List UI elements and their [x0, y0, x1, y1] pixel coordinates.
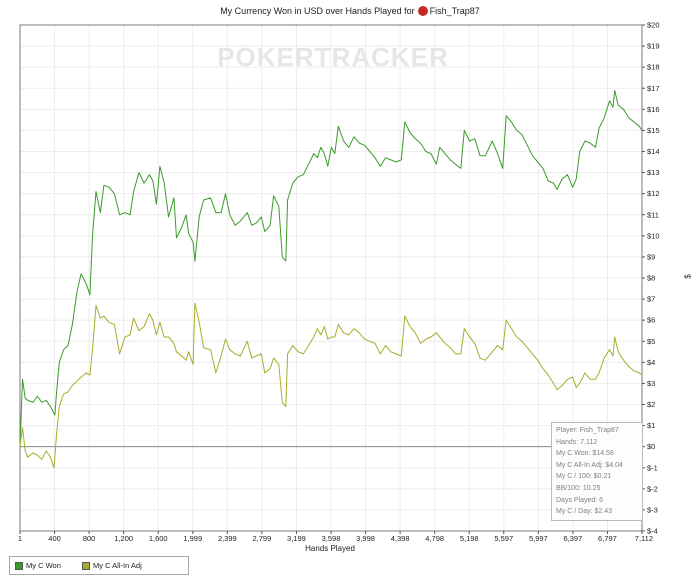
- y-tick-label: $18: [647, 63, 660, 72]
- legend: My C Won My C All-In Adj: [9, 556, 189, 575]
- chart-title: My Currency Won in USD over Hands Played…: [0, 6, 700, 16]
- y-tick-label: $-4: [647, 527, 658, 536]
- y-tick-label: $19: [647, 42, 660, 51]
- y-tick-label: $15: [647, 126, 660, 135]
- y-tick-label: $1: [647, 421, 655, 430]
- chart-title-prefix: My Currency Won in USD over Hands Played…: [220, 6, 415, 16]
- legend-label-won: My C Won: [26, 561, 61, 570]
- y-tick-label: $20: [647, 21, 660, 30]
- y-tick-label: $-3: [647, 505, 658, 514]
- x-tick-label: 5,198: [460, 534, 479, 543]
- y-tick-label: $14: [647, 147, 660, 156]
- x-tick-label: 7,112: [635, 534, 653, 543]
- grid: [19, 24, 643, 532]
- info-per-100: My C / 100: $0.21: [556, 473, 612, 481]
- x-tick-label: 4,798: [425, 534, 444, 543]
- x-tick-label: 5,997: [529, 534, 548, 543]
- x-axis-label: Hands Played: [305, 544, 355, 553]
- info-allin-adj: My C All-In Adj: $4.04: [556, 461, 623, 469]
- x-tick-label: 6,797: [598, 534, 617, 543]
- y-tick-label: $12: [647, 189, 660, 198]
- info-bb-100: BB/100: 10.25: [556, 484, 601, 492]
- info-hands: Hands: 7,112: [556, 438, 598, 446]
- x-tick-label: 3,598: [322, 534, 341, 543]
- legend-label-allin: My C All-In Adj: [93, 561, 142, 570]
- info-per-day: My C / Day: $2.43: [556, 508, 613, 516]
- series-layer: [19, 89, 643, 469]
- y-tick-label: $16: [647, 105, 660, 114]
- y-tick-label: $11: [647, 210, 659, 219]
- x-tick-label: 2,399: [218, 534, 237, 543]
- legend-item-won[interactable]: My C Won: [15, 561, 61, 570]
- y-tick-label: $5: [647, 337, 655, 346]
- x-tick-label: 1,999: [183, 534, 202, 543]
- chart-title-player: Fish_Trap87: [429, 6, 480, 16]
- y-tick-label: $13: [647, 168, 660, 177]
- y-tick-label: $17: [647, 84, 660, 93]
- watermark: POKERTRACKER: [217, 42, 449, 72]
- x-tick-label: 1,200: [114, 534, 133, 543]
- y-tick-label: $8: [647, 274, 655, 283]
- y-tick-label: $6: [647, 316, 655, 325]
- info-days: Days Played: 6: [556, 496, 604, 504]
- series-line-allin-adj: [19, 302, 643, 469]
- series-line-won: [19, 89, 643, 447]
- y-tick-label: $10: [647, 231, 660, 240]
- x-tick-label: 1: [18, 534, 22, 543]
- x-tick-label: 5,597: [494, 534, 513, 543]
- y-tick-label: $-1: [647, 463, 658, 472]
- x-tick-label: 800: [83, 534, 96, 543]
- x-tick-label: 6,397: [563, 534, 582, 543]
- y-axis: $20 $19 $18 $17 $16 $15 $14 $13 $12 $11 $10 $9 $8 $7 $…: [642, 21, 660, 536]
- stats-info-box: Player: Fish_Trap87 Hands: 7,112 My C Wo…: [551, 422, 643, 521]
- y-tick-label: $9: [647, 252, 655, 261]
- y-tick-label: $2: [647, 400, 655, 409]
- x-tick-label: 2,799: [252, 534, 271, 543]
- x-tick-label: 400: [48, 534, 61, 543]
- legend-swatch-allin: [82, 561, 90, 570]
- x-tick-label: 1,600: [149, 534, 168, 543]
- y-tick-label: $0: [647, 442, 655, 451]
- legend-item-allin[interactable]: My C All-In Adj: [82, 561, 142, 570]
- info-won: My C Won: $14.58: [556, 450, 614, 458]
- x-tick-label: 3,199: [287, 534, 306, 543]
- x-axis: 1 400 800 1,200 1,600 1,999 2,399 2,799 3,199 3,5…: [18, 531, 653, 543]
- y-tick-label: $-2: [647, 484, 658, 493]
- legend-swatch-won: [15, 561, 23, 570]
- poker-chip-icon: [417, 6, 428, 16]
- x-tick-label: 3,998: [356, 534, 375, 543]
- y-tick-label: $3: [647, 379, 655, 388]
- info-player: Player: Fish_Trap87: [556, 427, 619, 434]
- y-tick-label: $4: [647, 358, 655, 367]
- x-tick-label: 4,398: [391, 534, 410, 543]
- y-axis-label: $: [683, 274, 693, 279]
- y-tick-label: $7: [647, 295, 655, 304]
